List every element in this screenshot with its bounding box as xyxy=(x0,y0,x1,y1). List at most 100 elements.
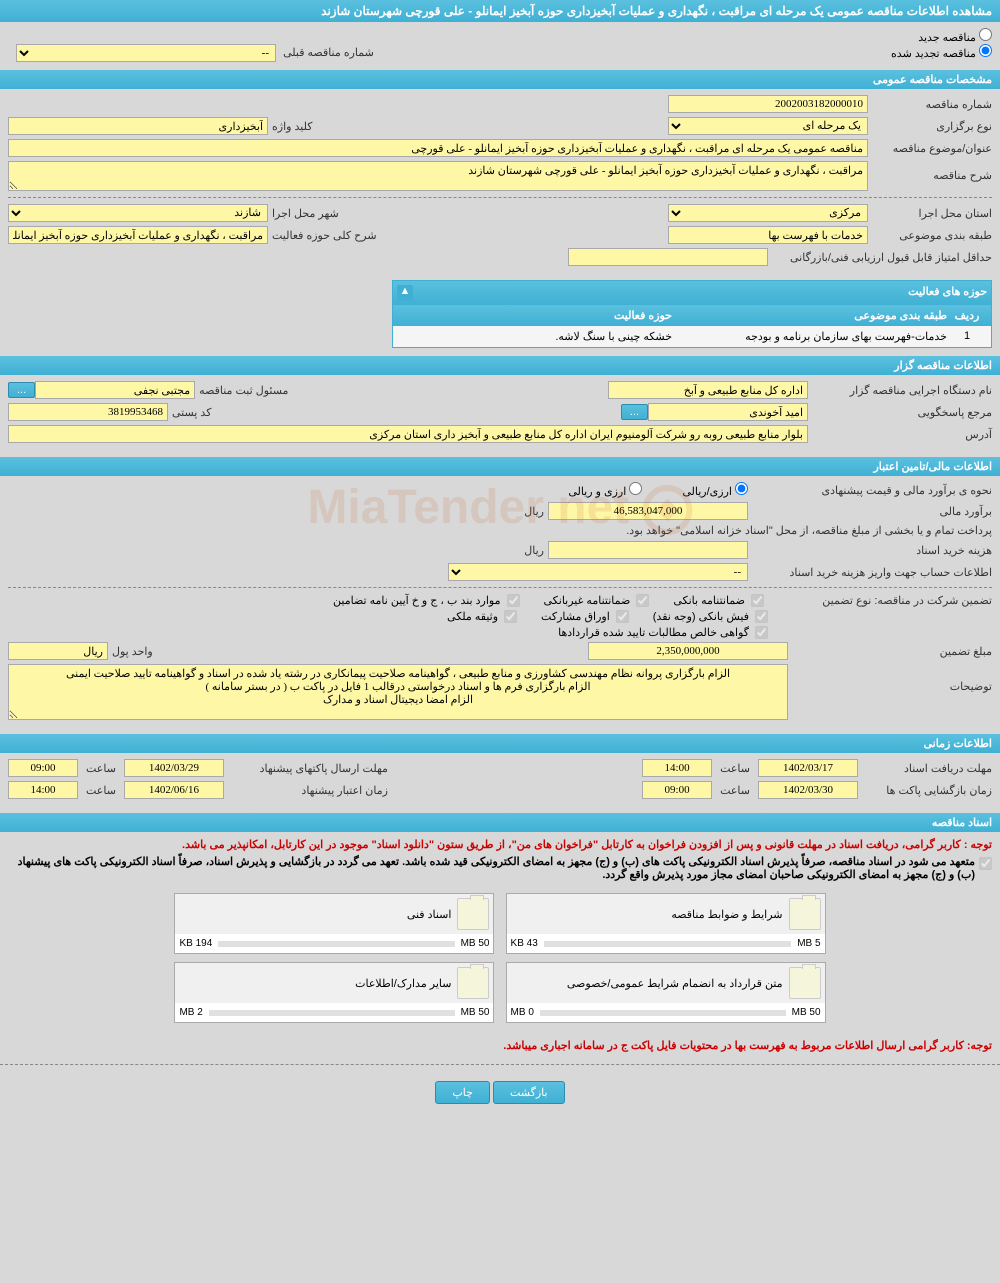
file2-title: اسناد فنی xyxy=(407,908,452,921)
folder-icon xyxy=(457,898,489,930)
registrar-input[interactable] xyxy=(35,381,195,399)
activity-desc-label: شرح کلی حوزه فعالیت xyxy=(272,229,377,242)
activity-desc-input[interactable] xyxy=(8,226,268,244)
guarantee-amount-label: مبلغ تضمین xyxy=(792,645,992,658)
cb-bank-guarantee[interactable] xyxy=(751,594,764,607)
holding-type-select[interactable]: یک مرحله ای xyxy=(668,117,868,135)
collapse-icon[interactable]: ▲ xyxy=(397,285,413,301)
unit-input[interactable] xyxy=(8,642,108,660)
open-date-input[interactable] xyxy=(758,781,858,799)
section-financial: اطلاعات مالی/تامین اعتبار xyxy=(0,457,1000,476)
col-area-header: حوزه فعالیت xyxy=(397,309,672,322)
radio-renewed-label: مناقصه تجدید شده xyxy=(891,48,976,60)
estimate-input[interactable] xyxy=(548,502,748,520)
progress-bar xyxy=(218,941,454,947)
cb-nonbank-label: ضمانتنامه غیربانکی xyxy=(544,594,631,607)
print-button[interactable]: چاپ xyxy=(435,1081,490,1104)
purchase-cost-input[interactable] xyxy=(548,541,748,559)
validity-time-input[interactable] xyxy=(8,781,78,799)
purchase-currency-label: ریال xyxy=(524,544,544,557)
open-time-input[interactable] xyxy=(642,781,712,799)
account-info-select[interactable]: -- xyxy=(448,563,748,581)
doc-note-1: توجه : کاربر گرامی، دریافت اسناد در مهلت… xyxy=(8,838,992,851)
contact-label: مرجع پاسخگویی xyxy=(812,406,992,419)
description-textarea[interactable] xyxy=(8,161,868,191)
file3-max: 50 MB xyxy=(792,1007,821,1018)
cell-area: خشکه چینی با سنگ لاشه. xyxy=(397,330,672,343)
receipt-time-input[interactable] xyxy=(642,759,712,777)
city-select[interactable]: شازند xyxy=(8,204,268,222)
section-documents: اسناد مناقصه xyxy=(0,813,1000,832)
holding-type-label: نوع برگزاری xyxy=(872,120,992,133)
guarantee-amount-input[interactable] xyxy=(588,642,788,660)
activity-table-title: حوزه های فعالیت xyxy=(413,285,987,301)
cell-radif: 1 xyxy=(947,330,987,343)
file-box-4: سایر مدارک/اطلاعات 50 MB 2 MB xyxy=(174,962,494,1023)
file3-title: متن قرارداد به انضمام شرایط عمومی/خصوصی xyxy=(567,977,783,990)
cb-articles[interactable] xyxy=(507,594,520,607)
subject-input[interactable] xyxy=(8,139,868,157)
file4-max: 50 MB xyxy=(461,1007,490,1018)
folder-icon xyxy=(789,898,821,930)
min-score-label: حداقل امتیاز قابل قبول ارزیابی فنی/بازرگ… xyxy=(772,251,992,264)
progress-bar xyxy=(209,1010,455,1016)
radio-new-label: مناقصه جدید xyxy=(918,32,976,44)
rial-option-label: ارزی/ریالی xyxy=(682,486,732,498)
radio-arz[interactable] xyxy=(629,482,642,495)
send-date-input[interactable] xyxy=(124,759,224,777)
cb-certificate[interactable] xyxy=(755,626,768,639)
doc-note-3: توجه: کاربر گرامی ارسال اطلاعات مربوط به… xyxy=(8,1039,992,1052)
description-label: شرح مناقصه xyxy=(872,161,992,182)
validity-date-input[interactable] xyxy=(124,781,224,799)
keyword-input[interactable] xyxy=(8,117,268,135)
send-time-label: ساعت xyxy=(86,762,116,775)
address-input[interactable] xyxy=(8,425,808,443)
cb-cash-label: فیش بانکی (وجه نقد) xyxy=(653,610,749,623)
receipt-date-input[interactable] xyxy=(758,759,858,777)
tender-number-input[interactable] xyxy=(668,95,868,113)
page-title: مشاهده اطلاعات مناقصه عمومی یک مرحله ای … xyxy=(0,0,1000,22)
contact-browse-button[interactable]: ... xyxy=(621,404,648,420)
arz-option-label: ارزی و ریالی xyxy=(568,486,626,498)
cb-cash[interactable] xyxy=(755,610,768,623)
doc-note-2: متعهد می شود در اسناد مناقصه، صرفاً پذیر… xyxy=(8,855,975,881)
cb-property-label: وثیقه ملکی xyxy=(447,610,498,623)
cb-bank-label: ضمانتنامه بانکی xyxy=(673,594,745,607)
cb-nonbank-guarantee[interactable] xyxy=(636,594,649,607)
city-label: شهر محل اجرا xyxy=(272,207,339,220)
radio-rial[interactable] xyxy=(735,482,748,495)
prev-number-label: شماره مناقصه قبلی xyxy=(283,47,374,59)
cb-commitment[interactable] xyxy=(979,857,992,870)
radio-new-tender[interactable] xyxy=(979,28,992,41)
table-row: 1 خدمات-فهرست بهای سازمان برنامه و بودجه… xyxy=(393,326,991,347)
category-input[interactable] xyxy=(668,226,868,244)
validity-time-label: ساعت xyxy=(86,784,116,797)
province-select[interactable]: مرکزی xyxy=(668,204,868,222)
separator xyxy=(8,197,992,198)
cb-securities[interactable] xyxy=(616,610,629,623)
file3-size: 0 MB xyxy=(511,1007,534,1018)
receipt-time-label: ساعت xyxy=(720,762,750,775)
prev-number-select[interactable]: -- xyxy=(16,44,276,62)
file1-max: 5 MB xyxy=(797,938,820,949)
back-button[interactable]: بازگشت xyxy=(493,1081,565,1104)
progress-bar xyxy=(540,1010,786,1016)
contact-input[interactable] xyxy=(648,403,808,421)
progress-bar xyxy=(544,941,791,947)
postal-input[interactable] xyxy=(8,403,168,421)
file-box-2: اسناد فنی 50 MB 194 KB xyxy=(174,893,494,954)
notes-textarea[interactable] xyxy=(8,664,788,720)
guarantee-type-label: تضمین شرکت در مناقصه: نوع تضمین xyxy=(792,594,992,607)
tender-type-radio-group: مناقصه جدید مناقصه تجدید شده شماره مناقص… xyxy=(8,28,992,60)
send-time-input[interactable] xyxy=(8,759,78,777)
org-name-input[interactable] xyxy=(608,381,808,399)
min-score-input[interactable] xyxy=(568,248,768,266)
purchase-cost-label: هزینه خرید اسناد xyxy=(752,544,992,557)
cb-property[interactable] xyxy=(504,610,517,623)
col-category-header: طبقه بندی موضوعی xyxy=(672,309,947,322)
registrar-browse-button[interactable]: ... xyxy=(8,382,35,398)
open-time-label: ساعت xyxy=(720,784,750,797)
radio-renewed-tender[interactable] xyxy=(979,44,992,57)
cell-category: خدمات-فهرست بهای سازمان برنامه و بودجه xyxy=(672,330,947,343)
account-info-label: اطلاعات حساب جهت واریز هزینه خرید اسناد xyxy=(752,566,992,579)
